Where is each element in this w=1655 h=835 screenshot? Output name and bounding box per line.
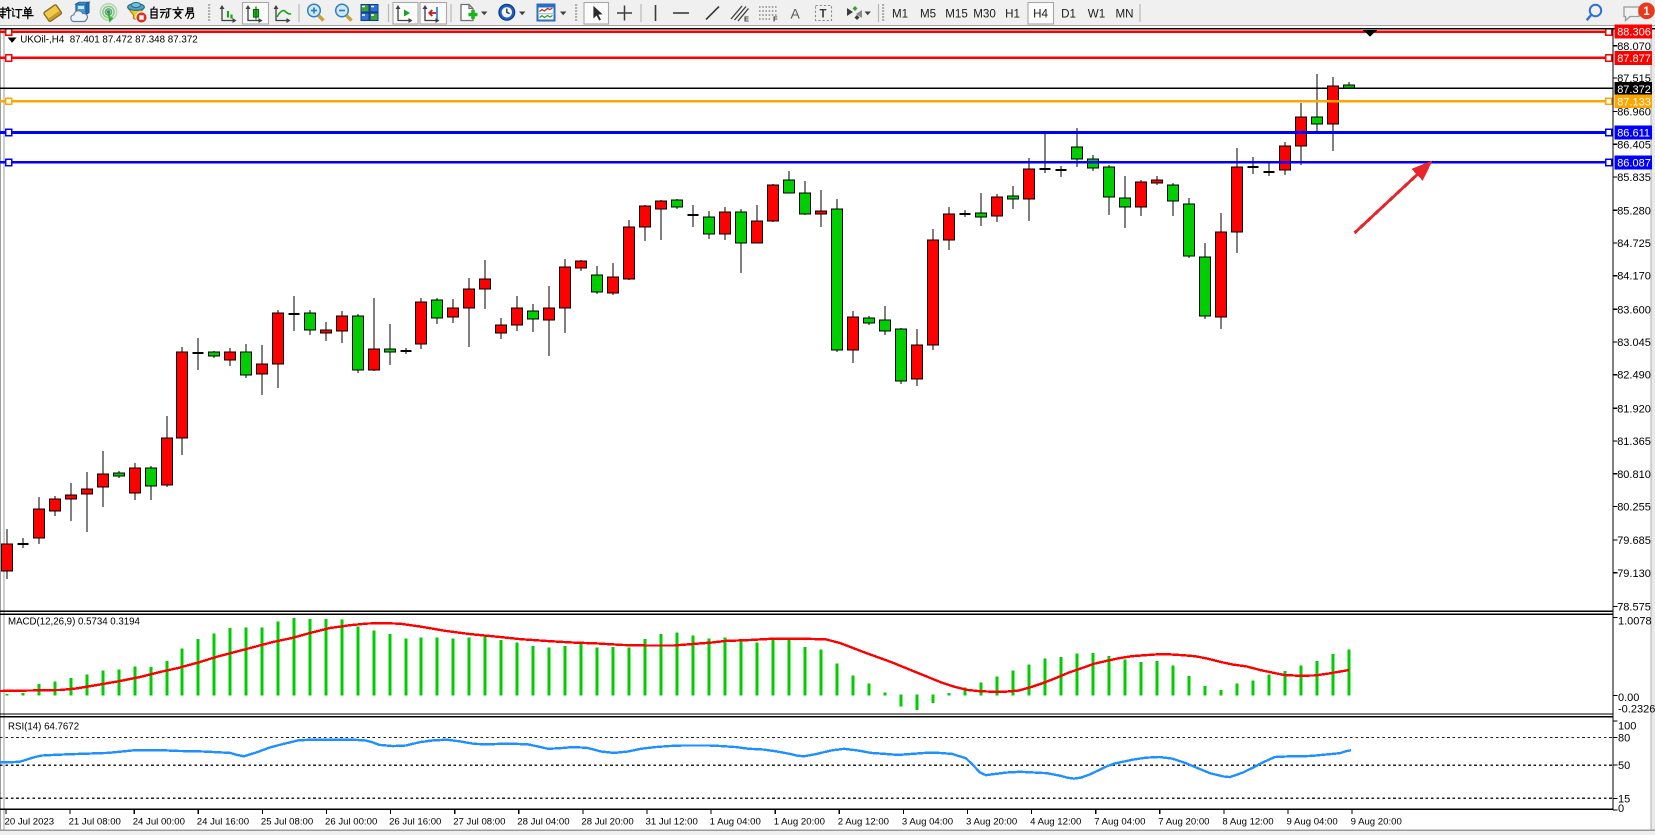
svg-text:80.255: 80.255 [1617, 502, 1651, 514]
svg-text:W1: W1 [1088, 7, 1105, 20]
svg-text:24 Jul 16:00: 24 Jul 16:00 [197, 817, 249, 828]
svg-text:9 Aug 04:00: 9 Aug 04:00 [1287, 817, 1338, 828]
svg-text:86.087: 86.087 [1617, 158, 1651, 170]
svg-text:84.170: 84.170 [1617, 271, 1651, 283]
svg-text:A: A [791, 6, 801, 22]
svg-text:87.133: 87.133 [1617, 97, 1651, 109]
svg-text:80.810: 80.810 [1617, 469, 1651, 481]
svg-text:4 Aug 12:00: 4 Aug 12:00 [1030, 817, 1081, 828]
svg-text:26 Jul 00:00: 26 Jul 00:00 [325, 817, 377, 828]
svg-text:8 Aug 12:00: 8 Aug 12:00 [1222, 817, 1273, 828]
svg-text:2 Aug 12:00: 2 Aug 12:00 [838, 817, 889, 828]
svg-text:28 Jul 04:00: 28 Jul 04:00 [517, 817, 569, 828]
svg-text:1 Aug 04:00: 1 Aug 04:00 [710, 817, 761, 828]
svg-text:79.685: 79.685 [1617, 535, 1651, 547]
svg-text:81.365: 81.365 [1617, 436, 1651, 448]
svg-text:86.611: 86.611 [1617, 128, 1650, 140]
svg-text:21 Jul 08:00: 21 Jul 08:00 [69, 817, 121, 828]
svg-text:7 Aug 04:00: 7 Aug 04:00 [1094, 817, 1145, 828]
svg-text:83.600: 83.600 [1617, 304, 1651, 316]
svg-text:24 Jul 00:00: 24 Jul 00:00 [133, 817, 185, 828]
svg-text:M30: M30 [973, 7, 996, 20]
svg-text:26 Jul 16:00: 26 Jul 16:00 [389, 817, 441, 828]
svg-text:3 Aug 04:00: 3 Aug 04:00 [902, 817, 953, 828]
svg-text:0: 0 [1618, 803, 1624, 815]
svg-text:83.045: 83.045 [1617, 337, 1651, 349]
svg-text:1.0078: 1.0078 [1618, 616, 1652, 628]
svg-text:100: 100 [1618, 720, 1636, 732]
svg-text:1: 1 [1643, 6, 1650, 18]
svg-text:85.835: 85.835 [1617, 172, 1651, 184]
svg-text:88.306: 88.306 [1617, 27, 1651, 39]
svg-text:E: E [744, 15, 749, 24]
svg-text:25 Jul 08:00: 25 Jul 08:00 [261, 817, 313, 828]
svg-text:86.405: 86.405 [1617, 139, 1651, 151]
svg-text:9 Aug 20:00: 9 Aug 20:00 [1351, 817, 1402, 828]
svg-text:82.490: 82.490 [1617, 370, 1651, 382]
svg-text:F: F [773, 15, 778, 24]
svg-text:H1: H1 [1005, 7, 1020, 20]
svg-text:MACD(12,26,9) 0.5734 0.3194: MACD(12,26,9) 0.5734 0.3194 [8, 617, 141, 628]
svg-text:3 Aug 20:00: 3 Aug 20:00 [966, 817, 1017, 828]
svg-text:15: 15 [1618, 793, 1630, 805]
svg-text:-0.2326: -0.2326 [1618, 704, 1655, 716]
svg-text:86.960: 86.960 [1617, 107, 1651, 119]
svg-text:0.00: 0.00 [1618, 692, 1639, 704]
svg-text:RSI(14) 64.7672: RSI(14) 64.7672 [8, 722, 79, 733]
svg-text:87.515: 87.515 [1617, 73, 1651, 85]
svg-text:27 Jul 08:00: 27 Jul 08:00 [453, 817, 505, 828]
svg-text:85.280: 85.280 [1617, 205, 1651, 217]
svg-text:T: T [820, 9, 827, 21]
svg-text:MN: MN [1115, 7, 1133, 20]
svg-text:79.130: 79.130 [1617, 568, 1651, 580]
svg-text:M5: M5 [920, 7, 936, 20]
svg-text:84.725: 84.725 [1617, 238, 1651, 250]
svg-text:31 Jul 12:00: 31 Jul 12:00 [646, 817, 698, 828]
svg-text:M1: M1 [892, 7, 908, 20]
svg-text:87.372: 87.372 [1617, 84, 1651, 96]
svg-text:81.920: 81.920 [1617, 403, 1651, 415]
svg-text:UKOil-,H4 87.401 87.472 87.34: UKOil-,H4 87.401 87.472 87.348 87.372 [20, 34, 198, 45]
svg-text:7 Aug 20:00: 7 Aug 20:00 [1158, 817, 1209, 828]
svg-text:H4: H4 [1033, 7, 1048, 20]
svg-text:78.575: 78.575 [1617, 602, 1651, 614]
svg-text:80: 80 [1618, 733, 1630, 745]
svg-text:M15: M15 [945, 7, 968, 20]
svg-text:50: 50 [1618, 760, 1630, 772]
svg-text:D1: D1 [1061, 7, 1076, 20]
svg-text:88.070: 88.070 [1617, 41, 1651, 53]
svg-text:1 Aug 20:00: 1 Aug 20:00 [774, 817, 825, 828]
svg-text:20 Jul 2023: 20 Jul 2023 [5, 817, 55, 828]
svg-text:28 Jul 20:00: 28 Jul 20:00 [581, 817, 633, 828]
svg-text:87.877: 87.877 [1617, 53, 1651, 65]
